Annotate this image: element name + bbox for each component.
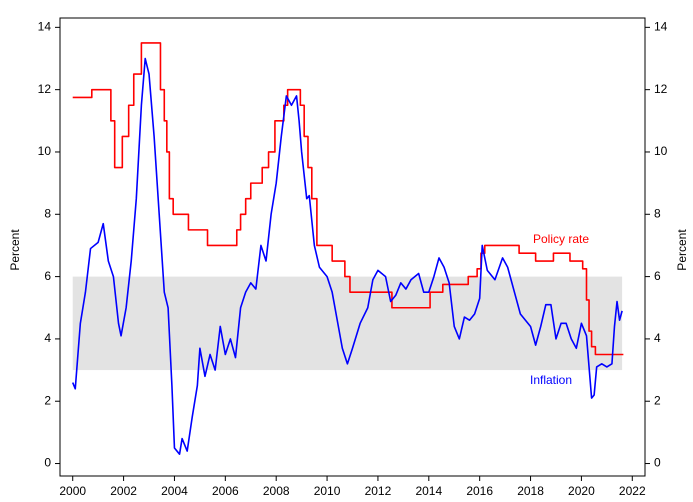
- x-tick-label: 2014: [415, 484, 442, 498]
- y2-tick-label: 14: [654, 20, 668, 34]
- x-tick-label: 2012: [365, 484, 392, 498]
- y2-tick-label: 2: [654, 393, 661, 407]
- y-tick-label: 10: [38, 144, 52, 158]
- y2-tick-label: 12: [654, 82, 668, 96]
- x-tick-label: 2010: [314, 484, 341, 498]
- y2-tick-label: 6: [654, 269, 661, 283]
- x-tick-label: 2000: [59, 484, 86, 498]
- y-tick-label: 8: [44, 206, 51, 220]
- plot-frame: [59, 17, 646, 477]
- y-tick-label: 14: [38, 20, 52, 34]
- y-axis-label: Percent: [8, 229, 22, 271]
- x-tick-label: 2018: [517, 484, 544, 498]
- x-tick-label: 2006: [212, 484, 239, 498]
- annotation: Inflation: [530, 373, 572, 387]
- annotation: Policy rate: [533, 232, 589, 246]
- y-tick-label: 6: [44, 269, 51, 283]
- y2-tick-label: 10: [654, 144, 668, 158]
- x-tick-label: 2022: [619, 484, 646, 498]
- series-line: [72, 42, 624, 356]
- y-tick-label: 12: [38, 82, 52, 96]
- x-tick-label: 2002: [110, 484, 137, 498]
- y-tick-label: 4: [44, 331, 51, 345]
- series-line: [71, 57, 623, 455]
- x-tick-label: 2008: [263, 484, 290, 498]
- y2-tick-label: 4: [654, 331, 661, 345]
- x-tick-label: 2020: [568, 484, 595, 498]
- x-tick-label: 2016: [466, 484, 493, 498]
- target-band: [72, 276, 623, 371]
- y2-tick-label: 8: [654, 206, 661, 220]
- y2-axis-label: Percent: [675, 229, 689, 271]
- x-tick-label: 2004: [161, 484, 188, 498]
- y-tick-label: 2: [44, 393, 51, 407]
- y-tick-label: 0: [44, 456, 51, 470]
- y2-tick-label: 0: [654, 456, 661, 470]
